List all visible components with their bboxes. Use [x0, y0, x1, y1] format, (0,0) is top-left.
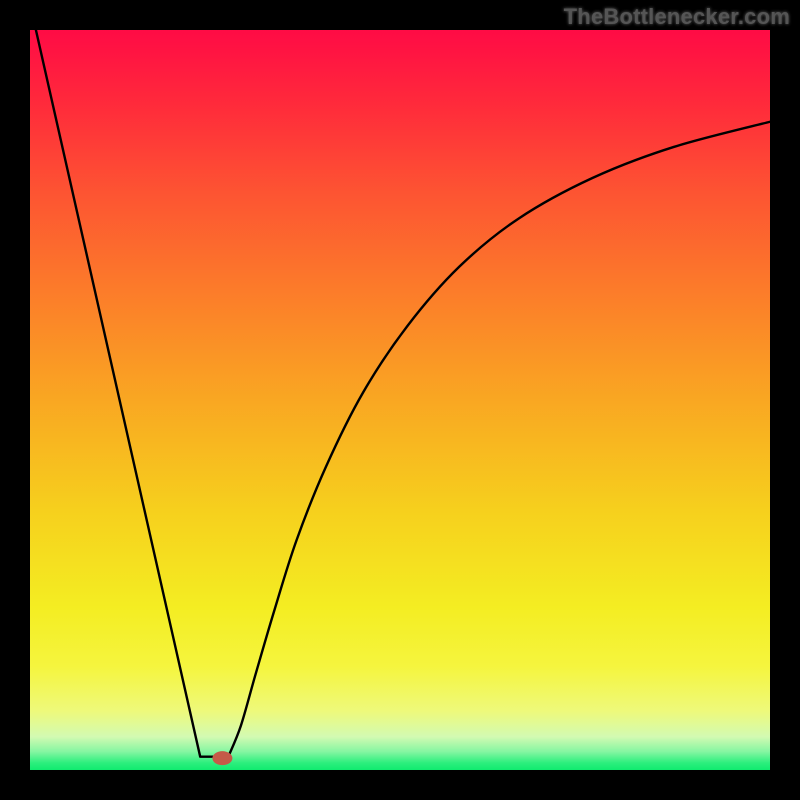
frame-border [0, 0, 30, 800]
watermark-text: TheBottlenecker.com [564, 4, 790, 30]
optimal-point-marker [212, 751, 232, 765]
chart-frame: TheBottlenecker.com [0, 0, 800, 800]
frame-border [0, 770, 800, 800]
plot-area [30, 30, 770, 770]
bottleneck-chart [0, 0, 800, 800]
frame-border [770, 0, 800, 800]
